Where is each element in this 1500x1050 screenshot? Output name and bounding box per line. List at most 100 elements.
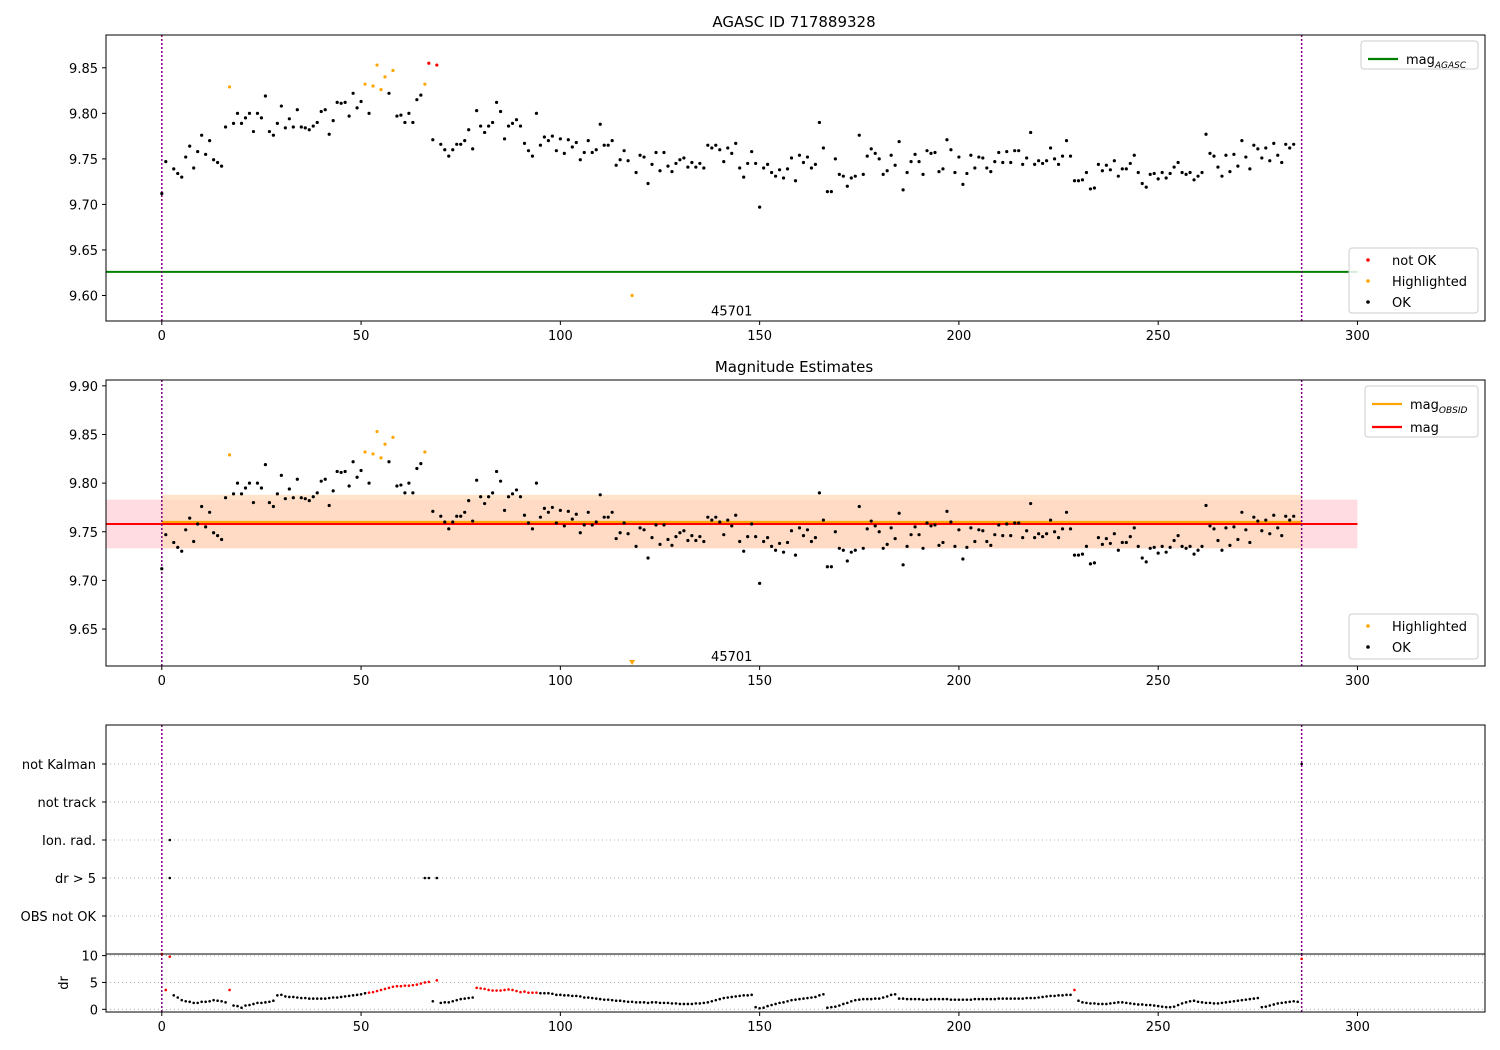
ok-point	[638, 153, 642, 157]
dr-point	[355, 993, 359, 997]
dr-point	[527, 991, 530, 994]
ok-point	[801, 160, 806, 165]
dr-point	[423, 981, 427, 984]
dr-point	[658, 1001, 662, 1005]
ok-point	[809, 539, 814, 544]
dr-point	[678, 1002, 682, 1006]
ok-point	[562, 524, 566, 528]
ok-point	[1001, 534, 1005, 538]
ok-point	[223, 496, 228, 500]
dr-point	[770, 1003, 773, 1007]
ok-point	[997, 150, 1001, 155]
x-tick-label: 200	[946, 674, 971, 689]
dr-point	[483, 987, 486, 991]
dr-point	[774, 1002, 777, 1006]
dr-point	[268, 1000, 271, 1004]
ok-point	[530, 527, 535, 531]
ok-point	[773, 548, 778, 552]
y-tick-label: 9.70	[69, 574, 98, 589]
highlighted-point	[391, 435, 395, 439]
dr-point	[343, 995, 347, 998]
ok-point	[750, 522, 754, 526]
dr-point	[299, 996, 303, 1000]
ok-point	[1128, 535, 1132, 539]
dr-panel: dr 0 50 100 150 200 250 300 0 5 10	[57, 950, 1486, 1035]
ok-point	[1092, 561, 1097, 565]
dr-point	[1168, 1005, 1172, 1009]
dr-point	[1089, 1002, 1092, 1005]
dr-point	[989, 997, 993, 1001]
ok-point	[953, 544, 957, 548]
dr-point	[1081, 1001, 1084, 1004]
dr-point	[196, 1001, 199, 1005]
dr-point	[1117, 1001, 1120, 1004]
ok-point	[602, 515, 606, 519]
ok-point	[1160, 544, 1164, 548]
dr-point	[973, 997, 977, 1001]
dr-point	[790, 998, 793, 1002]
ok-point	[953, 170, 957, 175]
ok-point	[239, 492, 244, 496]
ok-point	[750, 149, 754, 154]
magnitude-estimates-panel: Magnitude Estimates 45701 0 50 100 150 200 250…	[69, 358, 1486, 689]
ok-point	[817, 491, 822, 495]
ok-point	[622, 521, 626, 525]
ok-point	[801, 534, 806, 538]
ok-point	[411, 491, 415, 495]
ok-point	[646, 181, 650, 186]
ok-point	[642, 528, 646, 532]
ok-point	[526, 521, 531, 525]
dr-point	[387, 986, 391, 990]
ok-point	[490, 120, 495, 125]
ok-point	[291, 125, 295, 129]
dr-point	[1248, 997, 1252, 1001]
dr-point	[1109, 1002, 1112, 1005]
dr-point	[865, 997, 869, 1001]
dr-point	[929, 997, 933, 1001]
legend-box	[1364, 385, 1479, 438]
dr-point	[495, 989, 498, 992]
ok-point	[1112, 159, 1116, 163]
dr-point	[547, 991, 550, 995]
ok-point	[287, 117, 291, 121]
ok-point	[654, 523, 658, 527]
legend-marker-label: not OK	[1392, 254, 1437, 269]
ok-point	[881, 172, 885, 176]
dr-point	[280, 993, 283, 997]
dr-point	[427, 980, 431, 984]
ok-point	[738, 166, 742, 170]
ok-point	[1136, 544, 1140, 548]
dr-point	[475, 986, 478, 990]
dr-point	[885, 995, 889, 998]
dr-point	[1300, 957, 1303, 961]
ok-point	[1041, 535, 1045, 539]
ok-point	[1001, 160, 1005, 165]
ok-point	[829, 565, 833, 569]
ok-point	[670, 170, 674, 174]
ok-point	[825, 565, 829, 569]
ok-point	[267, 129, 272, 134]
dr-point	[371, 990, 375, 994]
dr-point	[1216, 1002, 1220, 1005]
ok-point	[407, 481, 411, 485]
dr-point	[1256, 996, 1260, 1000]
dr-point	[288, 995, 291, 999]
ok-point	[626, 532, 630, 536]
ok-point	[1204, 503, 1208, 508]
ok-point	[634, 170, 638, 175]
dr-point	[830, 1005, 833, 1009]
dr-point	[578, 995, 582, 998]
ok-point	[917, 533, 921, 537]
dr-point	[857, 998, 861, 1001]
ok-point	[726, 518, 730, 522]
ok-point	[303, 497, 307, 501]
ok-point	[502, 508, 507, 512]
ok-point	[315, 491, 319, 495]
legend-box	[1348, 247, 1479, 314]
ok-point	[1280, 534, 1284, 538]
dr-point	[559, 993, 562, 997]
ok-point	[793, 553, 798, 557]
x-tick-label: 100	[548, 329, 573, 344]
y-tick-label: 9.90	[69, 380, 98, 395]
highlighted-point	[391, 68, 395, 73]
